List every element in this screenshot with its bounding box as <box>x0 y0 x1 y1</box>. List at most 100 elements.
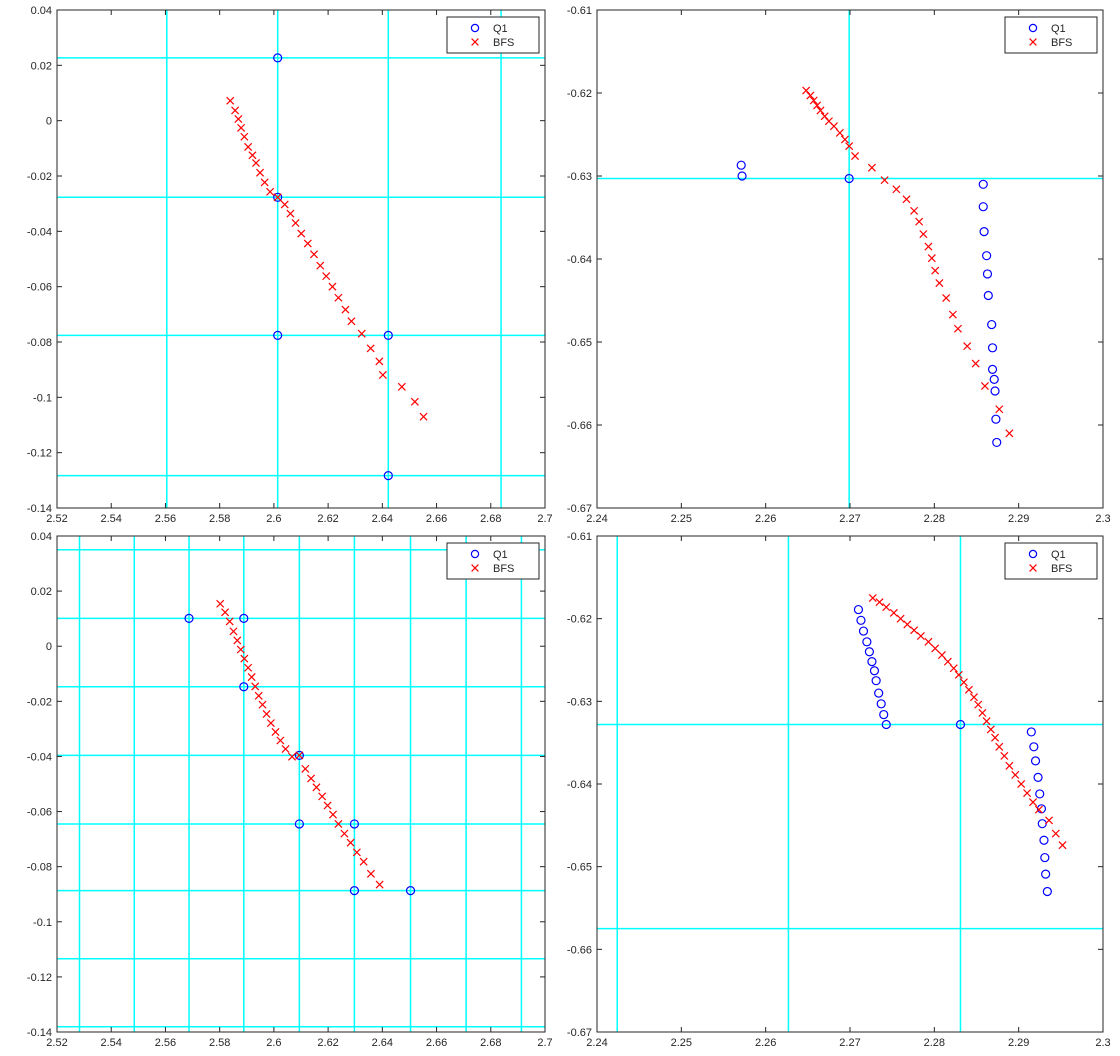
q1-point <box>239 682 249 692</box>
bfs-point <box>995 405 1004 414</box>
legend: Q1 BFS <box>446 16 540 54</box>
q1-point <box>405 886 416 896</box>
bfs-point <box>995 742 1004 751</box>
bfs-point <box>226 96 235 105</box>
series-q1 <box>853 604 1052 897</box>
bfs-point <box>251 682 260 691</box>
q1-point <box>383 330 393 340</box>
q1-point <box>1041 869 1051 879</box>
legend-bfs-marker <box>1029 38 1037 46</box>
bfs-point <box>346 838 355 847</box>
legend-q1-marker <box>1028 549 1038 559</box>
q1-point <box>987 319 997 330</box>
y-tick-label: -0.14 <box>27 503 52 515</box>
legend-label: BFS <box>1051 37 1072 49</box>
q1-point <box>1030 756 1041 766</box>
x-tick-label: 2.27 <box>839 1037 860 1049</box>
q1-point <box>862 637 872 647</box>
bfs-point <box>352 848 361 857</box>
x-tick-label: 2.62 <box>317 513 338 525</box>
x-tick-label: 2.54 <box>101 513 122 525</box>
bfs-point <box>328 810 338 819</box>
x-tick-label: 2.26 <box>755 1037 776 1049</box>
bfs-point <box>266 187 275 196</box>
bfs-point <box>340 829 349 838</box>
q1-point <box>864 647 874 657</box>
y-tick-label: -0.06 <box>27 807 52 819</box>
bfs-point <box>323 801 332 810</box>
legend-bfs-marker <box>1029 564 1037 572</box>
bfs-point <box>266 719 275 728</box>
q1-point <box>978 202 988 212</box>
bfs-point <box>233 636 242 645</box>
bfs-point <box>851 152 860 161</box>
bfs-point <box>244 142 253 151</box>
q1-point <box>1026 727 1036 737</box>
x-tick-label: 2.28 <box>924 1037 945 1049</box>
bfs-point <box>357 329 366 338</box>
y-tick-label: -0.63 <box>567 696 592 708</box>
bfs-point <box>375 357 384 366</box>
bfs-point <box>942 293 951 303</box>
bfs-point <box>1023 789 1032 798</box>
q1-point <box>990 386 1000 396</box>
legend-q1-marker <box>470 549 480 559</box>
q1-point <box>1042 886 1052 897</box>
bfs-point <box>262 709 271 719</box>
x-tick-label: 2.6 <box>266 513 281 525</box>
x-tick-label: 2.66 <box>426 513 447 525</box>
y-tick-label: -0.12 <box>27 972 52 984</box>
y-tick-label: -0.65 <box>567 337 592 349</box>
q1-point <box>982 269 993 279</box>
y-tick-label: 0.02 <box>31 586 52 598</box>
bfs-point <box>240 132 249 141</box>
q1-point <box>1033 772 1043 782</box>
plot-area <box>57 10 545 508</box>
x-tick-label: 2.68 <box>480 1037 501 1049</box>
series-bfs <box>802 86 1014 438</box>
bfs-point <box>953 324 962 333</box>
q1-point <box>992 437 1002 448</box>
y-tick-label: -0.67 <box>567 503 592 515</box>
bfs-point <box>307 774 316 783</box>
bfs-point <box>312 783 321 792</box>
bfs-point <box>322 272 331 281</box>
legend: Q1 BFS <box>1004 16 1098 54</box>
bfs-point <box>328 282 337 291</box>
q1-point <box>874 688 884 698</box>
bfs-point <box>301 764 310 773</box>
y-tick-label: 0 <box>46 116 52 128</box>
legend-bfs-marker <box>471 564 479 572</box>
bfs-point <box>318 792 327 801</box>
x-tick-label: 2.66 <box>426 1037 447 1049</box>
bfs-point <box>991 733 1000 742</box>
plot-area <box>597 536 1103 1032</box>
bfs-point <box>931 266 940 275</box>
bfs-point <box>1045 816 1054 825</box>
legend-label: Q1 <box>493 549 508 561</box>
bfs-point <box>924 637 933 646</box>
bfs-point <box>845 142 854 151</box>
y-tick-label: -0.61 <box>567 531 592 543</box>
q1-point <box>853 604 864 615</box>
x-tick-label: 2.26 <box>755 513 776 525</box>
bfs-point <box>1005 761 1014 770</box>
q1-point <box>867 657 877 667</box>
q1-point <box>989 374 999 384</box>
bfs-point <box>251 158 261 168</box>
bfs-point <box>240 654 249 663</box>
q1-point <box>982 251 992 261</box>
bfs-point <box>980 381 989 391</box>
bfs-point <box>978 708 987 717</box>
legend-box <box>1004 16 1098 54</box>
plot-area <box>597 10 1103 508</box>
bfs-point <box>931 644 940 653</box>
bfs-point <box>236 645 245 654</box>
bfs-point <box>410 397 419 406</box>
q1-point <box>979 227 989 237</box>
bfs-point <box>256 168 265 177</box>
bfs-point <box>880 176 889 185</box>
bfs-point <box>378 370 387 379</box>
legend-label: Q1 <box>1051 549 1066 561</box>
q1-point <box>349 886 360 896</box>
